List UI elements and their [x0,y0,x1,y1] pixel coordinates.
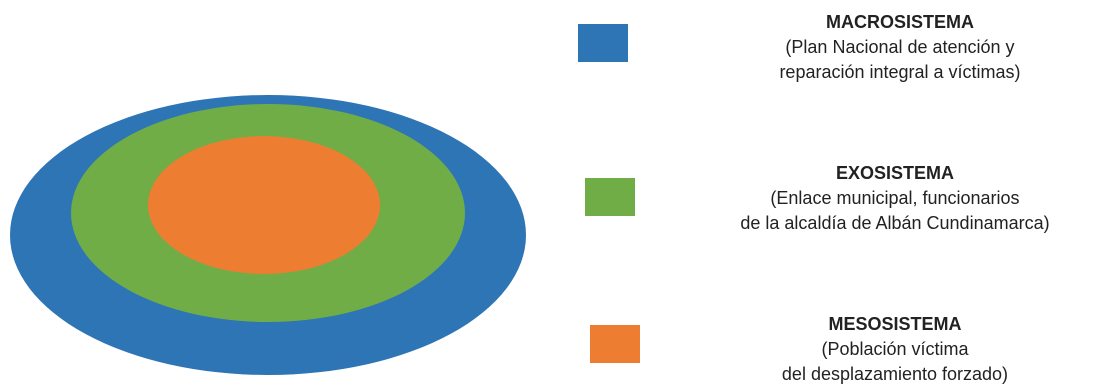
mesosystem-legend: MESOSISTEMA (Población víctima del despl… [730,312,1060,387]
mesosystem-description: (Población víctima del desplazamiento fo… [781,339,1009,384]
exosystem-description: (Enlace municipal, funcionarios de la al… [740,188,1050,233]
macrosystem-swatch [578,24,628,62]
exosystem-legend: EXOSISTEMA (Enlace municipal, funcionari… [680,161,1110,236]
macrosystem-description: (Plan Nacional de atención y reparación … [779,37,1021,82]
macrosystem-legend: MACROSISTEMA (Plan Nacional de atención … [720,10,1080,85]
mesosystem-title: MESOSISTEMA [828,314,962,334]
macrosystem-title: MACROSISTEMA [826,12,974,32]
mesosystem-swatch [590,325,640,363]
mesosystem-ellipse [148,136,380,274]
exosystem-swatch [585,178,635,216]
exosystem-title: EXOSISTEMA [835,163,955,183]
